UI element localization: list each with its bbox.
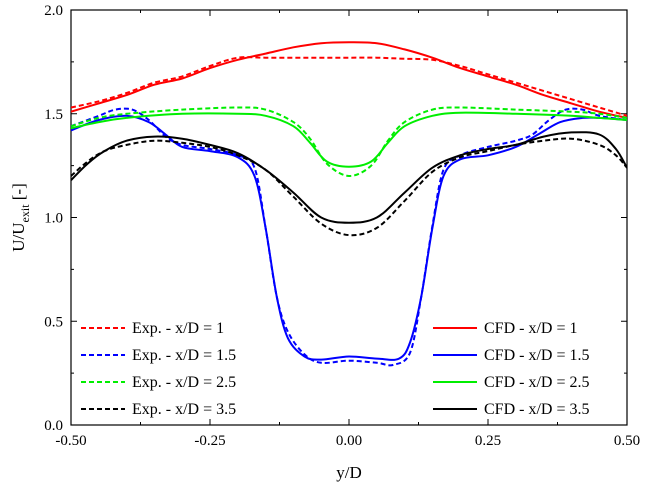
series-line <box>71 106 627 178</box>
legend-label: Exp. - x/D = 2.5 <box>132 374 236 391</box>
x-tick-label: -0.50 <box>55 433 86 449</box>
y-tick-label: 0.0 <box>44 418 63 434</box>
legend-label: Exp. - x/D = 3.5 <box>132 401 236 418</box>
x-tick-label: 0.00 <box>336 433 362 449</box>
legend-label: CFD - x/D = 1.5 <box>484 347 589 364</box>
series-line <box>71 111 627 168</box>
axis-ticks: -0.50 -0.25 0.00 0.25 0.50 0.0 0.5 1.0 1.5 2.0 <box>44 3 640 449</box>
series-line <box>71 41 627 119</box>
y-axis-title: U/Uexit [-] <box>9 183 32 252</box>
series-line <box>71 56 627 117</box>
y-tick-label: 0.5 <box>44 314 63 330</box>
legend-label: CFD - x/D = 3.5 <box>484 401 589 418</box>
series-layer <box>71 41 627 367</box>
x-tick-label: 0.25 <box>475 433 501 449</box>
legend-label: CFD - x/D = 2.5 <box>484 374 589 391</box>
x-axis-title: y/D <box>336 463 362 482</box>
y-tick-label: 1.5 <box>44 107 63 123</box>
series-line <box>71 137 627 237</box>
legend-label: CFD - x/D = 1 <box>484 320 577 337</box>
legend-right: CFD - x/D = 1 CFD - x/D = 1.5 CFD - x/D = … <box>433 320 589 418</box>
y-tick-label: 2.0 <box>44 3 63 19</box>
y-axis-title-suffix: [-] <box>9 183 28 204</box>
series-line <box>71 131 627 224</box>
x-tick-label: 0.50 <box>614 433 640 449</box>
y-axis-title-main: U/U <box>9 222 28 251</box>
y-axis-title-sub: exit <box>18 204 32 223</box>
y-tick-label: 1.0 <box>44 211 63 227</box>
x-tick-label: -0.25 <box>194 433 225 449</box>
legend-label: Exp. - x/D = 1.5 <box>132 347 236 364</box>
legend-left: Exp. - x/D = 1 Exp. - x/D = 1.5 Exp. - x/D… <box>81 320 236 418</box>
legend-label: Exp. - x/D = 1 <box>132 320 224 337</box>
